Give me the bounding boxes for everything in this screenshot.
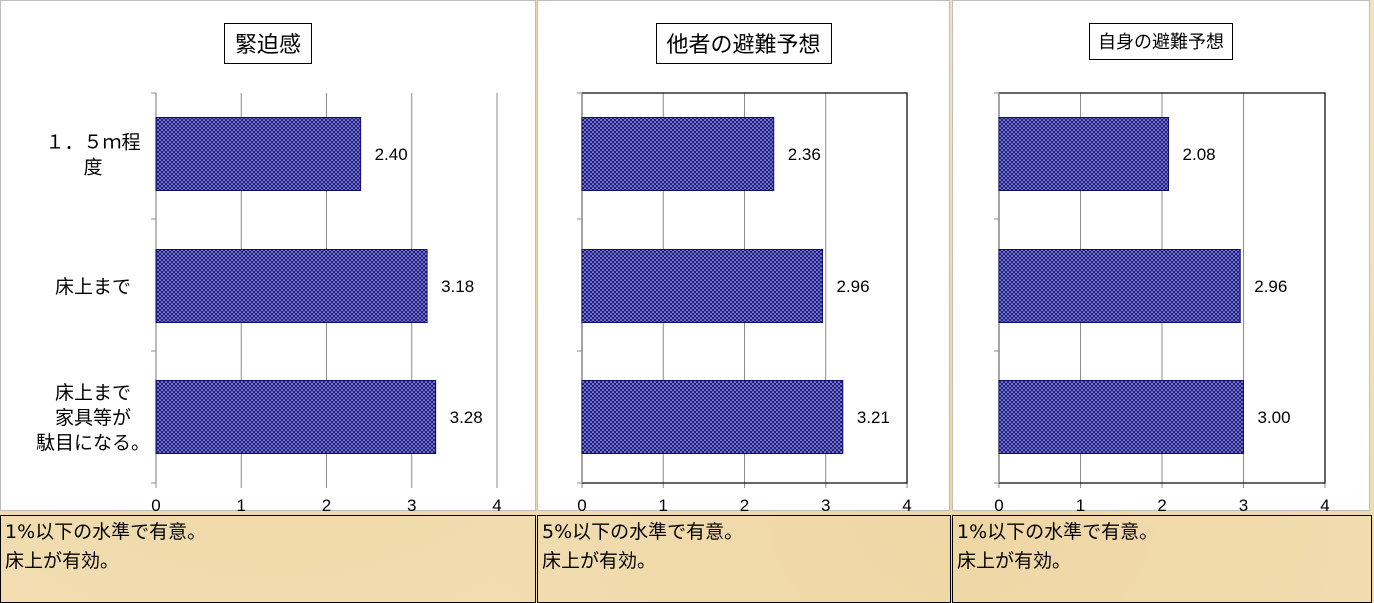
bar-value-label: 2.36 xyxy=(788,145,821,164)
x-tick-label: 4 xyxy=(1320,496,1329,512)
x-tick-label: 2 xyxy=(322,496,331,512)
bar xyxy=(998,249,1241,323)
x-tick-label: 4 xyxy=(902,496,911,512)
chart-title-3: 自身の避難予想 xyxy=(1089,23,1233,60)
bar-value-label: 3.28 xyxy=(450,408,483,427)
bar xyxy=(581,380,844,454)
bar-value-label: 2.40 xyxy=(375,145,408,164)
note-box-3: 1%以下の水準で有意。 床上が有効。 xyxy=(952,515,1372,603)
x-tick-label: 1 xyxy=(1076,496,1085,512)
note-line-2-1: 5%以下の水準で有意。 xyxy=(542,521,744,543)
note-line-1-2: 床上が有効。 xyxy=(5,550,120,572)
note-line-2-2: 床上が有効。 xyxy=(542,550,657,572)
category-label-line: １．５ｍ程 xyxy=(45,132,140,154)
x-tick-label: 2 xyxy=(1157,496,1166,512)
x-tick-label: 3 xyxy=(407,496,416,512)
note-line-1-1: 1%以下の水準で有意。 xyxy=(5,521,207,543)
x-tick-label: 3 xyxy=(1239,496,1248,512)
x-tick-label: 2 xyxy=(740,496,749,512)
x-tick-label: 3 xyxy=(821,496,830,512)
bar-value-label: 3.18 xyxy=(441,277,474,296)
category-label-line: 度 xyxy=(83,157,102,179)
category-label-line: 床上まで xyxy=(55,382,131,404)
bar-value-label: 2.96 xyxy=(1254,277,1287,296)
bar xyxy=(155,380,437,454)
x-tick-label: 0 xyxy=(577,496,586,512)
x-tick-label: 1 xyxy=(237,496,246,512)
bar-value-label: 2.08 xyxy=(1183,145,1216,164)
x-tick-label: 0 xyxy=(151,496,160,512)
chart-title-2: 他者の避難予想 xyxy=(655,23,832,64)
bar xyxy=(581,249,823,323)
bar xyxy=(581,117,775,191)
x-tick-label: 0 xyxy=(994,496,1003,512)
bar xyxy=(998,117,1170,191)
chart-panel-1: 0 1 2 3 4 2.40 3.18 3.28 １．５ｍ程度床上まで 床上まで 家具等が 駄目になる… xyxy=(0,0,536,512)
chart-svg-1: 0 1 2 3 42.403.183.28１．５ｍ程度床上まで床上まで家具等が駄目になる… xyxy=(36,92,502,512)
category-label-line: 床上まで xyxy=(55,276,131,298)
chart-panel-3: 0 1 2 3 4 2.08 2.96 3.00 自身の避難予想 xyxy=(952,0,1370,512)
x-tick-label: 4 xyxy=(492,496,501,512)
note-box-2: 5%以下の水準で有意。 床上が有効。 xyxy=(537,515,951,603)
note-line-3-1: 1%以下の水準で有意。 xyxy=(957,521,1159,543)
bar-value-label: 2.96 xyxy=(837,277,870,296)
bar xyxy=(155,117,362,191)
chart-svg-3: 0 1 2 3 4 2.08 2.96 3.00 xyxy=(994,92,1330,512)
bar xyxy=(998,380,1244,454)
note-box-1: 1%以下の水準で有意。 床上が有効。 xyxy=(0,515,536,603)
category-label-line: 駄目になる。 xyxy=(36,432,150,454)
category-label-line: 家具等が xyxy=(55,407,131,429)
bar-value-label: 3.00 xyxy=(1258,408,1291,427)
chart-panel-2: 0 1 2 3 4 2.36 2.96 3.21 他者の避難予想 xyxy=(537,0,950,512)
chart-title-1: 緊迫感 xyxy=(223,23,313,64)
note-line-3-2: 床上が有効。 xyxy=(957,550,1072,572)
bar-value-label: 3.21 xyxy=(857,408,890,427)
x-tick-label: 1 xyxy=(659,496,668,512)
chart-svg-2: 0 1 2 3 4 2.36 2.96 3.21 xyxy=(577,92,912,512)
category-label: 床上まで xyxy=(55,276,131,298)
bar xyxy=(155,249,428,323)
